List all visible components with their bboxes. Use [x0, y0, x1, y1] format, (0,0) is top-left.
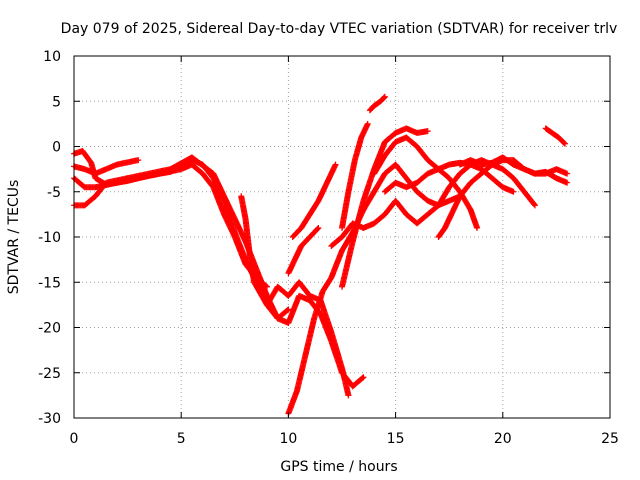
- series-sat-j: [339, 120, 371, 231]
- series-sat-b: [71, 157, 142, 177]
- data-point: [381, 94, 388, 101]
- x-tick-label: 25: [601, 431, 619, 447]
- series-sat-d: [71, 161, 270, 290]
- x-axis-label: GPS time / hours: [280, 459, 397, 475]
- series-sat-h: [285, 224, 322, 277]
- y-axis-label: SDTVAR / TECUs: [6, 180, 22, 295]
- data-point: [561, 139, 568, 146]
- data-point: [424, 128, 431, 135]
- data-point: [561, 140, 568, 147]
- x-tick-label: 10: [279, 431, 297, 447]
- data-point: [263, 283, 270, 290]
- data-point: [314, 225, 321, 232]
- series-sat-a: [71, 148, 292, 322]
- data-point: [510, 188, 517, 195]
- data-point: [345, 392, 352, 399]
- data-point: [263, 283, 270, 290]
- data-point: [531, 201, 538, 208]
- y-tick-label: 10: [43, 49, 61, 65]
- data-point: [135, 157, 142, 164]
- data-point: [364, 120, 371, 127]
- data-point: [474, 224, 481, 231]
- x-tick-label: 15: [387, 431, 405, 447]
- chart-title: Day 079 of 2025, Sidereal Day-to-day VTE…: [61, 21, 618, 37]
- data-point: [564, 170, 571, 177]
- series-sat-e: [238, 193, 352, 399]
- series-sat-g: [289, 161, 339, 240]
- y-tick-label: -25: [38, 366, 61, 382]
- series-sat-p: [456, 154, 571, 186]
- data-point: [285, 306, 292, 313]
- data-point: [381, 93, 388, 100]
- y-tick-label: -15: [38, 275, 61, 291]
- data-point: [284, 307, 291, 314]
- y-tick-label: 0: [52, 140, 61, 156]
- y-tick-label: -10: [38, 230, 61, 246]
- series-sat-l: [328, 157, 538, 250]
- series-sat-k: [366, 93, 388, 114]
- x-tick-label: 20: [494, 431, 512, 447]
- y-tick-label: -20: [38, 321, 61, 337]
- data-point: [564, 179, 571, 186]
- data-point: [315, 224, 322, 231]
- data-point: [360, 374, 367, 381]
- series-sat-f: [285, 161, 463, 417]
- y-tick-label: -30: [38, 411, 61, 427]
- series-sat-i: [339, 125, 431, 290]
- x-tick-label: 5: [177, 431, 186, 447]
- y-tick-label: -5: [47, 185, 61, 201]
- data-point: [531, 202, 538, 209]
- axis-ticks: 0 5 10 15 20 25 10 5 0 -5 -10 -15 -20 -25 -30: [38, 49, 619, 447]
- data-point: [332, 161, 339, 168]
- x-tick-label: 0: [70, 431, 79, 447]
- data-point: [359, 375, 366, 382]
- y-tick-label: 5: [52, 94, 61, 110]
- series-sat-n: [381, 159, 517, 195]
- series-sat-q: [542, 125, 568, 147]
- data-points: [71, 93, 571, 417]
